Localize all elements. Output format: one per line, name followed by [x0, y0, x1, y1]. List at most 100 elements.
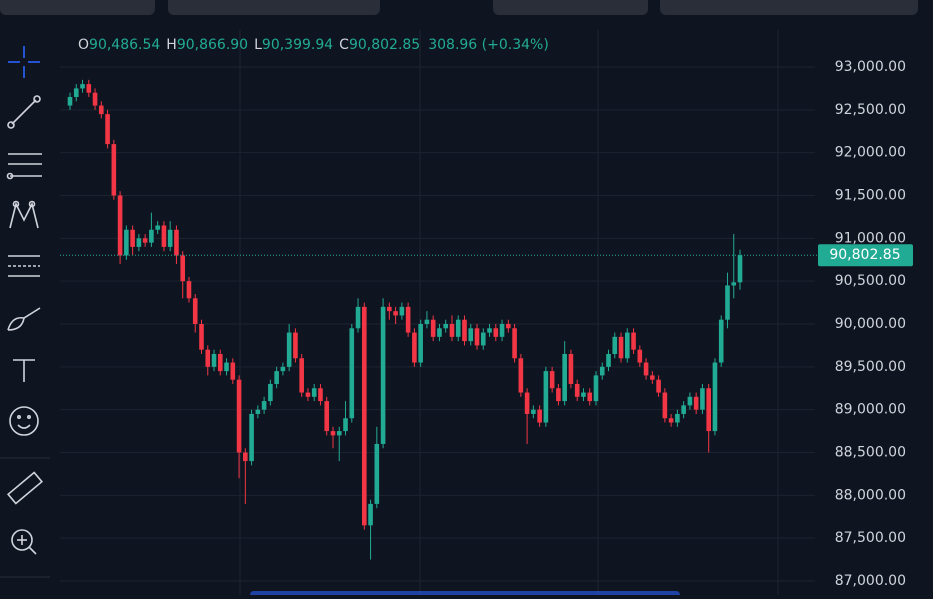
candle-body: [261, 401, 267, 410]
candle-body: [311, 388, 317, 397]
candle-body: [236, 379, 242, 453]
scrollbar[interactable]: [250, 591, 680, 599]
candle-body: [606, 353, 611, 367]
candle-body: [393, 311, 398, 316]
candle-body: [318, 388, 323, 402]
candle-body: [455, 319, 461, 337]
forecast-tool[interactable]: [8, 255, 40, 277]
readout-value: 90,866.90: [177, 37, 248, 53]
vertical-grid: [239, 30, 779, 595]
candle-body: [217, 353, 223, 372]
text-tool[interactable]: [13, 359, 35, 382]
candle-body: [355, 306, 361, 329]
candle-body: [662, 392, 668, 419]
crosshair-tool[interactable]: [8, 46, 40, 78]
readout-key: C: [339, 37, 349, 53]
tab[interactable]: [660, 0, 918, 15]
candle-body: [299, 358, 304, 393]
zoom-tool[interactable]: [11, 529, 37, 555]
candle-body: [656, 379, 661, 393]
candle-body: [399, 306, 405, 316]
readout-key: H: [166, 37, 177, 53]
candle-body: [368, 503, 373, 526]
candle-body: [324, 401, 330, 432]
readout-value: 90,399.94: [262, 37, 333, 53]
candle-body: [343, 418, 348, 432]
readout-change: 308.96 (+0.34%): [428, 37, 549, 53]
candle-body: [731, 282, 737, 286]
candle-body: [280, 366, 286, 372]
candle-body: [73, 88, 79, 97]
y-tick-label: 89,500.00: [835, 359, 906, 375]
readout-key: O: [78, 37, 89, 53]
candle-body: [243, 452, 248, 462]
y-tick-label: 88,000.00: [835, 487, 906, 503]
candle-body: [537, 409, 542, 423]
fib-tool[interactable]: [6, 153, 43, 180]
candle-body: [274, 371, 279, 384]
y-tick-label: 90,500.00: [835, 273, 906, 289]
candle-body: [230, 362, 236, 380]
readout-key: L: [254, 37, 262, 53]
candle-body: [599, 366, 605, 376]
candle-body: [105, 114, 110, 145]
candle-body: [506, 324, 511, 329]
candle-body: [67, 96, 73, 106]
candle-body: [167, 229, 173, 247]
y-tick-label: 87,000.00: [835, 573, 906, 589]
candle-body: [249, 413, 254, 462]
candle-body: [437, 328, 442, 337]
candle-body: [624, 332, 630, 359]
candle-body: [418, 324, 423, 363]
candle-body: [186, 281, 192, 299]
y-tick-label: 93,000.00: [835, 59, 906, 75]
candle-body: [618, 336, 624, 359]
candle-body: [549, 371, 555, 389]
candle-body: [493, 328, 499, 337]
candle-body: [412, 332, 417, 363]
emoji-tool[interactable]: [9, 406, 39, 436]
candle-body: [706, 388, 711, 432]
candle-body: [180, 255, 186, 282]
brush-tool[interactable]: [7, 307, 41, 331]
candle-body: [449, 324, 455, 337]
candle-body: [130, 229, 135, 247]
candle-body: [681, 405, 686, 414]
candle-body: [374, 443, 380, 504]
candle-body: [199, 324, 204, 350]
y-tick-label: 90,000.00: [835, 316, 906, 332]
candle-body: [380, 306, 386, 444]
candle-body: [499, 324, 505, 337]
trend-line-tool[interactable]: [7, 95, 41, 129]
candle-body: [524, 392, 530, 414]
last-price-tag: [818, 244, 913, 267]
ruler-tool[interactable]: [6, 471, 44, 505]
candle-body: [462, 319, 467, 342]
candle-body: [286, 332, 292, 367]
candle-body: [430, 319, 436, 337]
candle-body: [675, 413, 680, 423]
tab[interactable]: [168, 0, 380, 15]
candle-body: [80, 84, 85, 89]
candle-body: [574, 383, 580, 397]
candle-body: [468, 328, 474, 342]
candle-body: [480, 332, 486, 346]
y-tick-label: 92,000.00: [835, 145, 906, 161]
y-tick-label: 88,500.00: [835, 445, 906, 461]
candle-body: [142, 238, 148, 243]
candle-body: [149, 229, 154, 243]
candle-body: [543, 371, 549, 423]
candle-body: [443, 324, 449, 329]
candle-body: [124, 229, 129, 256]
tab[interactable]: [0, 0, 155, 15]
readout-value: 90,802.85: [349, 37, 420, 53]
y-tick-label: 87,500.00: [835, 530, 906, 546]
last-price-label: 90,802.85: [829, 247, 900, 263]
pattern-tool[interactable]: [9, 200, 39, 229]
candle-body: [668, 418, 674, 423]
candle-body: [737, 255, 743, 283]
candle-body: [330, 431, 336, 436]
tab[interactable]: [493, 0, 648, 15]
candle-body: [305, 392, 311, 397]
